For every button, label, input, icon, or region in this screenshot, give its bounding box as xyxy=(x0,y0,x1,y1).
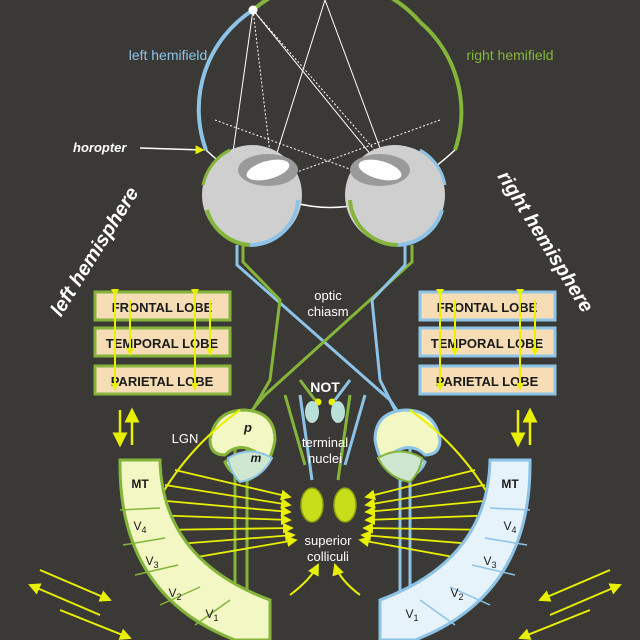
right-mt-label: MT xyxy=(501,477,519,491)
outer-cortex-arrows xyxy=(28,569,622,640)
right-v1-sub: 1 xyxy=(414,613,419,623)
svg-text:V1: V1 xyxy=(405,607,418,623)
left-hemifield-label: left hemifield xyxy=(129,47,208,63)
left-eye xyxy=(201,145,302,248)
left-mt-label: MT xyxy=(131,477,149,491)
svg-text:V2: V2 xyxy=(168,586,181,602)
lobe-cortex-arrows xyxy=(112,407,538,448)
left-v3-label: V xyxy=(145,554,153,568)
right-v4-sub: 4 xyxy=(512,525,517,535)
terminal-nuclei-label-2: nuclei xyxy=(308,451,342,466)
left-v1-sub: 1 xyxy=(214,613,219,623)
parvo-label: p xyxy=(243,420,252,435)
terminal-nuclei: terminal nuclei xyxy=(302,401,348,466)
right-v1-label: V xyxy=(405,607,413,621)
left-frontal-label: FRONTAL LOBE xyxy=(112,300,213,315)
svg-text:V1: V1 xyxy=(205,607,218,623)
right-hemifield-label: right hemifield xyxy=(466,47,553,63)
left-parietal-label: PARIETAL LOBE xyxy=(111,374,214,389)
magno-label: m xyxy=(251,451,262,465)
right-temporal-label: TEMPORAL LOBE xyxy=(431,336,544,351)
svg-text:V4: V4 xyxy=(503,519,516,535)
right-visual-cortex: MT V4 V3 V2 V1 xyxy=(378,458,532,640)
right-v4-label: V xyxy=(503,519,511,533)
left-temporal-label: TEMPORAL LOBE xyxy=(106,336,219,351)
left-v2-sub: 2 xyxy=(177,592,182,602)
optic-chiasm-label-2: chiasm xyxy=(307,304,348,319)
right-lgn xyxy=(373,408,442,484)
left-v3-sub: 3 xyxy=(154,560,159,570)
superior-colliculi-label-1: superior xyxy=(305,533,353,548)
terminal-nuclei-label-1: terminal xyxy=(302,435,348,450)
left-v1-label: V xyxy=(205,607,213,621)
right-v3-label: V xyxy=(483,554,491,568)
svg-text:V3: V3 xyxy=(483,554,496,570)
left-v2-label: V xyxy=(168,586,176,600)
right-eye xyxy=(345,145,447,248)
right-v3-sub: 3 xyxy=(492,560,497,570)
right-v2-sub: 2 xyxy=(459,592,464,602)
right-frontal-label: FRONTAL LOBE xyxy=(437,300,538,315)
right-v2-label: V xyxy=(450,586,458,600)
svg-text:V3: V3 xyxy=(145,554,158,570)
left-visual-cortex: MT V4 V3 V2 V1 xyxy=(118,458,272,640)
left-v4-sub: 4 xyxy=(142,525,147,535)
left-lgn: p m xyxy=(208,408,277,484)
right-parietal-label: PARIETAL LOBE xyxy=(436,374,539,389)
left-lobes: FRONTAL LOBE TEMPORAL LOBE PARIETAL LOBE xyxy=(93,289,232,396)
horopter-label: horopter xyxy=(73,140,127,155)
superior-colliculi: superior colliculi xyxy=(300,487,357,564)
svg-text:V4: V4 xyxy=(133,519,146,535)
not-nuclei: NOT xyxy=(310,379,340,406)
left-v4-label: V xyxy=(133,519,141,533)
optic-chiasm-label-1: optic xyxy=(314,288,342,303)
lgn-label: LGN xyxy=(172,431,199,446)
horopter-pointer: horopter xyxy=(73,140,205,155)
svg-text:V2: V2 xyxy=(450,586,463,602)
right-lobes: FRONTAL LOBE TEMPORAL LOBE PARIETAL LOBE xyxy=(418,289,557,396)
superior-colliculi-label-2: colliculi xyxy=(307,549,349,564)
not-label: NOT xyxy=(310,379,340,395)
